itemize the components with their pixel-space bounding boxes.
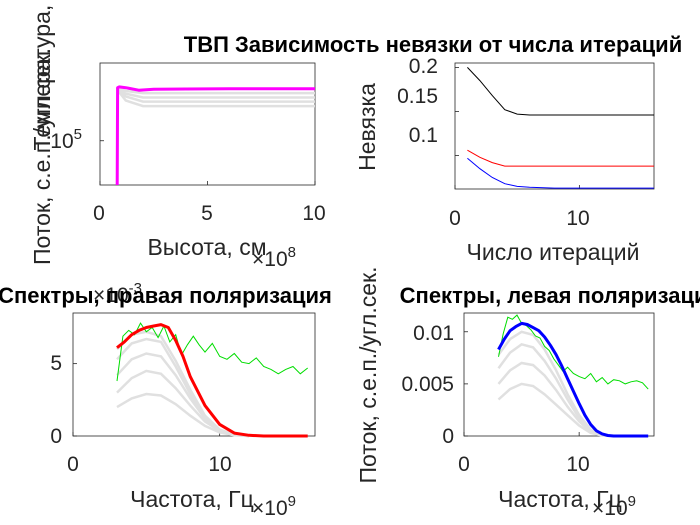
residual-series-line [467, 157, 654, 189]
temperature-xtick: 0 [93, 202, 105, 225]
final-series-line [497, 321, 649, 438]
residual-xlabel: Число итераций [467, 239, 640, 265]
residual-series-line [467, 149, 654, 167]
spectra-left-panel: 0 10 0 0.005 0.01 Спектры, левая поляриз… [355, 267, 700, 520]
spectra-right-xlabel: Частота, Гц [130, 486, 254, 512]
spectra-left-axes-box [463, 312, 655, 437]
residual-xtick: 0 [449, 207, 461, 230]
iteration-series-line [497, 330, 614, 438]
spectra-left-xlabel: Частота, Гц [498, 486, 622, 512]
temperature-panel: ТВП Зависимость невязки от числа итераци… [29, 0, 682, 271]
spectra-right-x-exponent: ×109 [252, 493, 296, 520]
spectra-left-ytick: 0.01 [413, 322, 454, 345]
spectra-left-x-exponent: ×109 [592, 493, 636, 520]
residual-ylabel: Невязка [354, 83, 380, 171]
temperature-panel-title: ТВП Зависимость невязки от числа итераци… [184, 32, 682, 57]
spectra-left-ylabel: Поток, с.е.п./угл.сек. [355, 267, 381, 484]
iteration-series-line [116, 330, 250, 438]
temperature-xtick: 5 [201, 202, 213, 225]
residual-ytick: 0.2 [409, 55, 438, 78]
temperature-xtick: 10 [302, 202, 325, 225]
residual-ytick: 0.15 [397, 85, 438, 108]
iteration-series-line [116, 352, 250, 438]
observed-series-line [116, 322, 309, 382]
spectra-right-xtick: 10 [208, 453, 231, 476]
spectra-left-xtick: 0 [458, 453, 470, 476]
residual-series-line [467, 67, 654, 116]
temperature-ylabel: Температура, KПоток, с.е.п./угл.сек. [29, 0, 55, 265]
temperature-axes-box [99, 62, 316, 186]
spectra-left-ytick: 0 [442, 425, 454, 448]
spectra-left-title: Спектры, левая поляризация [400, 283, 700, 308]
residual-axes-box [454, 62, 655, 190]
final-series-line [116, 323, 308, 438]
iteration-series-line [497, 361, 614, 438]
spectra-right-ytick: 5 [50, 352, 62, 375]
temperature-xlabel: Высота, см [147, 234, 266, 260]
observed-series-line [498, 314, 649, 390]
spectra-right-y-exponent: ×10-3 [93, 280, 142, 307]
spectra-left-ytick: 0.005 [401, 373, 454, 396]
spectra-right-axes-box [72, 312, 316, 437]
spectra-right-ytick: 0 [50, 425, 62, 448]
residual-xtick: 10 [566, 207, 589, 230]
final-series-line [115, 85, 315, 186]
spectra-right-title: Спектры, правая поляризация [0, 283, 332, 308]
temperature-x-exponent: ×108 [252, 244, 296, 271]
spectra-right-xtick: 0 [67, 453, 79, 476]
residual-panel: 0 10 0.2 0.15 0.1 Число итераций Невязка [354, 55, 655, 265]
spectra-right-panel: 0 10 0 5 ×10-3 Спектры, правая поляризац… [0, 280, 332, 520]
spectra-left-xtick: 10 [566, 453, 589, 476]
temperature-ytick: 105 [50, 126, 82, 153]
residual-ytick: 0.1 [409, 124, 438, 147]
